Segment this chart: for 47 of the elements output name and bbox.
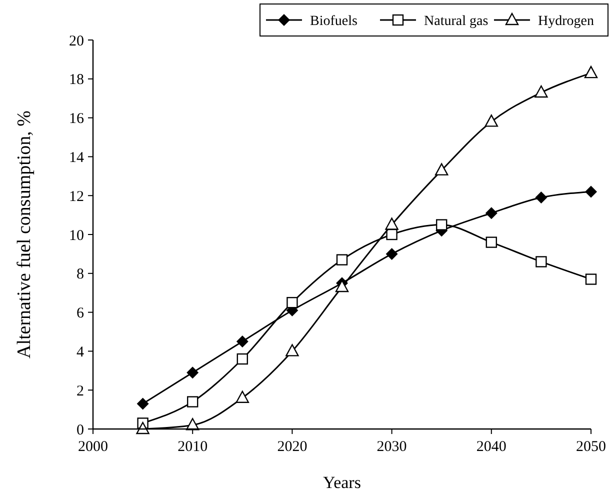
x-tick-label: 2020 bbox=[277, 439, 308, 455]
point bbox=[187, 396, 198, 408]
point bbox=[584, 66, 598, 78]
point bbox=[186, 366, 199, 379]
y-tick-label: 12 bbox=[69, 188, 84, 205]
x-tick-label: 2000 bbox=[78, 439, 108, 455]
point bbox=[585, 186, 597, 198]
point bbox=[236, 335, 248, 348]
point bbox=[335, 280, 349, 292]
point bbox=[436, 219, 448, 230]
x-tick-label: 2040 bbox=[476, 439, 506, 455]
point bbox=[336, 254, 348, 266]
y-tick-label: 16 bbox=[69, 111, 84, 128]
point bbox=[435, 163, 448, 176]
x-axis-title: Years bbox=[323, 473, 361, 492]
point bbox=[534, 85, 548, 98]
y-tick-label: 14 bbox=[69, 150, 84, 166]
point bbox=[484, 114, 498, 127]
point bbox=[386, 248, 398, 260]
x-tick-label: 2030 bbox=[376, 439, 407, 455]
y-tick-label: 4 bbox=[76, 344, 84, 360]
legend-label: Hydrogen bbox=[538, 14, 594, 29]
point bbox=[536, 256, 547, 268]
point bbox=[386, 228, 398, 240]
x-tick-label: 2050 bbox=[576, 439, 606, 455]
x-tick-label: 2010 bbox=[178, 439, 208, 455]
point bbox=[535, 192, 548, 204]
y-tick-label: 2 bbox=[76, 383, 84, 400]
legend-label: Biofuels bbox=[310, 14, 358, 29]
point bbox=[136, 422, 150, 434]
point bbox=[286, 296, 298, 308]
point bbox=[286, 344, 299, 356]
point bbox=[136, 398, 149, 410]
y-tick-label: 20 bbox=[69, 33, 84, 50]
y-axis-title: Alternative fuel consumption, % bbox=[14, 110, 35, 358]
point bbox=[485, 207, 498, 220]
y-tick-label: 8 bbox=[76, 266, 84, 283]
point bbox=[385, 218, 398, 230]
point bbox=[236, 390, 249, 403]
y-tick-label: 10 bbox=[69, 228, 84, 244]
y-tick-label: 0 bbox=[76, 422, 84, 438]
point bbox=[236, 353, 248, 365]
legend-label: Natural gas bbox=[424, 14, 488, 29]
y-tick-label: 6 bbox=[76, 306, 84, 322]
point bbox=[585, 274, 597, 285]
point bbox=[486, 236, 497, 248]
y-tick-label: 18 bbox=[69, 72, 84, 88]
